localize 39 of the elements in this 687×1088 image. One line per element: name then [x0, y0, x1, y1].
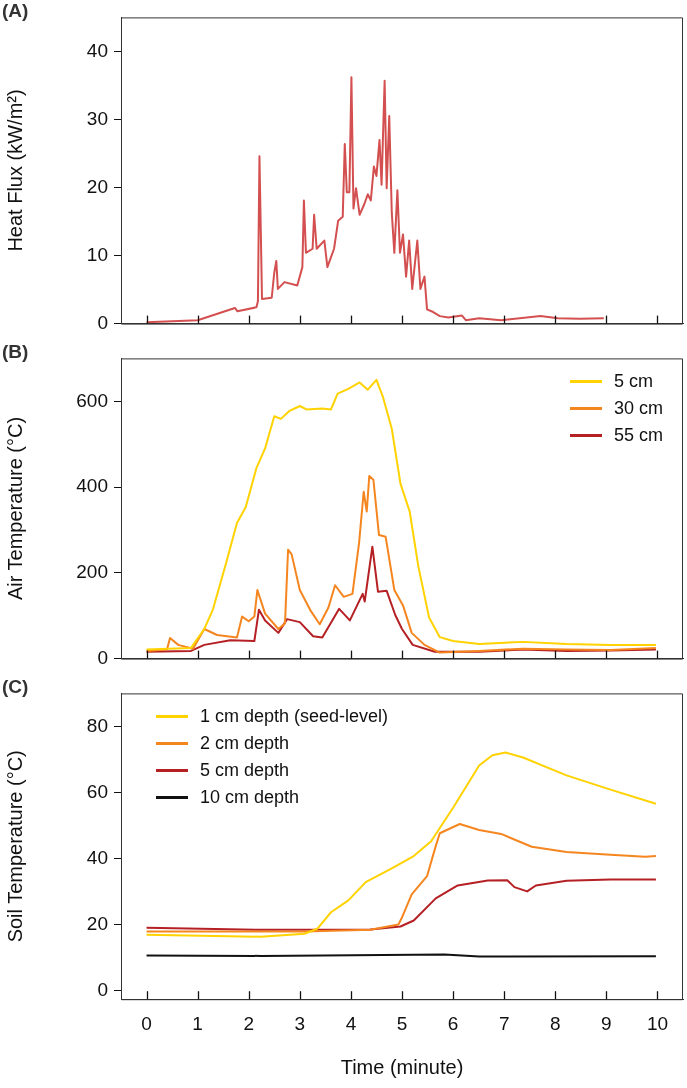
x-tick-label: 4: [345, 1012, 357, 1034]
y-axis-title: Air Temperature (°C): [3, 416, 26, 601]
y-axis-title: Heat Flux (kW/m²): [3, 89, 26, 252]
y-tick-label: 600: [76, 389, 108, 411]
x-tick-label: 3: [294, 1012, 306, 1034]
legend-label: 1 cm depth (seed-level): [200, 706, 389, 728]
x-tick-label: 8: [549, 1012, 561, 1034]
y-tick-label: 10: [86, 243, 108, 265]
legend-label: 10 cm depth: [200, 787, 300, 809]
legend-label: 30 cm: [614, 398, 664, 420]
y-tick-label: 0: [97, 979, 108, 1001]
chart-title: (B): [2, 341, 29, 363]
y-tick-label: 30: [86, 107, 108, 129]
chart-title: (A): [2, 0, 29, 22]
y-tick-label: 400: [76, 475, 108, 497]
y-tick-label: 20: [86, 913, 108, 935]
y-tick-label: 0: [97, 646, 108, 668]
y-tick-label: 80: [86, 714, 108, 736]
y-tick-label: 60: [86, 780, 108, 802]
y-tick-label: 20: [86, 175, 108, 197]
x-tick-label: 10: [646, 1012, 669, 1034]
x-tick-label: 0: [141, 1012, 152, 1034]
x-tick-label: 2: [243, 1012, 255, 1034]
y-tick-label: 40: [86, 39, 108, 61]
y-tick-label: 200: [76, 561, 108, 583]
x-tick-label: 1: [192, 1012, 203, 1034]
x-tick-label: 6: [447, 1012, 459, 1034]
x-tick-label: 9: [601, 1012, 612, 1034]
legend-label: 5 cm depth: [200, 760, 290, 782]
legend-label: 5 cm: [614, 371, 654, 393]
y-tick-label: 40: [86, 846, 108, 868]
chart-title: (C): [2, 676, 29, 698]
y-tick-label: 0: [97, 311, 108, 333]
legend-label: 55 cm: [614, 425, 664, 447]
legend-label: 2 cm depth: [200, 733, 290, 755]
x-tick-label: 5: [396, 1012, 408, 1034]
y-axis-title: Soil Temperature (°C): [3, 750, 26, 943]
x-tick-label: 7: [498, 1012, 510, 1034]
x-axis-title: Time (minute): [340, 1055, 464, 1078]
